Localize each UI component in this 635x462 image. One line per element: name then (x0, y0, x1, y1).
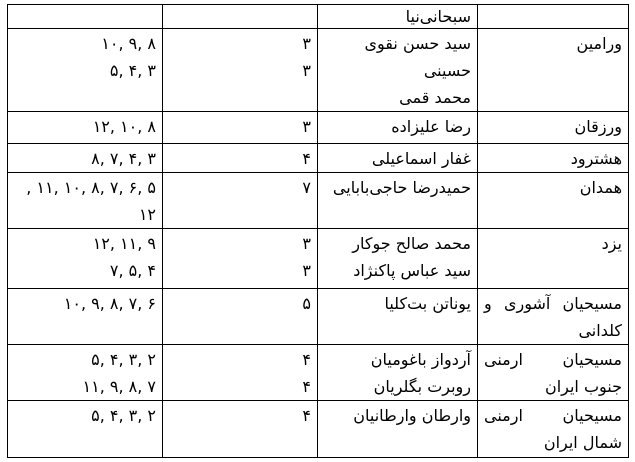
count-value: ۳ (302, 61, 311, 80)
table-row: ورامین سید حسن نقوی حسینی محمد قمی ۳ ۳ ۱… (7, 28, 629, 112)
person-name: محمد صالح جوکار (352, 234, 471, 253)
region-cell: یزد (477, 228, 629, 289)
table-row: سبحانی‌نیا (7, 4, 629, 29)
table-row: یزد محمد صالح جوکار سید عباس پاکنژاد ۳ ۳… (7, 228, 629, 289)
region-cell: همدان (477, 172, 629, 229)
session-line: ۱۰, ۹, ۸, ۷, ۶ (63, 294, 156, 313)
region-line: شمال ایران (543, 433, 622, 452)
sessions-cell: ۸, ۷, ۴, ۳ (7, 143, 163, 173)
mps-table: سبحانی‌نیا ورامین سید حسن نقوی حسینی محم… (7, 4, 629, 458)
count-cell: ۳ (162, 111, 318, 144)
count-value: ۳ (302, 234, 311, 253)
count-cell: ۴ ۴ (162, 344, 318, 401)
table-row: مسیحیان ارمنی جنوب ایران آردواز باغومیان… (7, 344, 629, 401)
sessions-cell: ۵, ۴, ۳, ۲ ۱۱, ۹, ۸, ۷ (7, 344, 163, 401)
table-row: همدان حمیدرضا حاجی‌بابایی ۷ , ۱۱, ۱۰, ۸,… (7, 172, 629, 229)
person-name: حمیدرضا حاجی‌بابایی (332, 178, 471, 197)
session-line: ۱۱, ۹, ۸, ۷ (82, 377, 156, 396)
region-line: ورامین (576, 34, 622, 53)
count-cell: ۴ (162, 400, 318, 458)
session-line: ۱۲, ۱۱, ۹ (92, 234, 156, 253)
session-line: ۱۰, ۹, ۸ (101, 34, 156, 53)
person-name: وارطان وارطانیان (353, 406, 471, 425)
count-cell: ۳ ۳ (162, 28, 318, 112)
count-value: ۴ (302, 149, 311, 168)
region-line: یزد (601, 234, 622, 253)
name-cell: سبحانی‌نیا (317, 4, 478, 29)
sessions-cell: ۱۲, ۱۰, ۸ (7, 111, 163, 144)
region-cell: هشترود (477, 143, 629, 173)
sessions-cell: ۵, ۴, ۳, ۲ (7, 400, 163, 458)
region-line: جنوب ایران (544, 377, 622, 396)
person-name: غفار اسماعیلی (371, 149, 471, 168)
count-value: ۵ (302, 294, 311, 313)
count-cell: ۴ (162, 143, 318, 173)
count-cell (162, 4, 318, 29)
name-cell: حمیدرضا حاجی‌بابایی (317, 172, 478, 229)
count-cell: ۷ (162, 172, 318, 229)
table-row: مسیحیان ارمنی شمال ایران وارطان وارطانیا… (7, 400, 629, 458)
session-line: ۵, ۴, ۳ (109, 61, 156, 80)
region-line: کلدانی (578, 321, 622, 340)
region-cell: ورامین (477, 28, 629, 112)
name-cell: غفار اسماعیلی (317, 143, 478, 173)
session-line: , ۱۱, ۱۰, ۸, ۷, ۶, ۵ (26, 178, 156, 197)
name-cell: سید حسن نقوی حسینی محمد قمی (317, 28, 478, 112)
session-line: ۷, ۵, ۴ (109, 261, 156, 280)
region-cell: مسیحیان ارمنی شمال ایران (477, 400, 629, 458)
name-cell: آردواز باغومیان روبرت بگلریان (317, 344, 478, 401)
region-line: هشترود (570, 149, 622, 168)
count-cell: ۵ (162, 288, 318, 345)
region-line: مسیحیان آشوری و (484, 294, 622, 313)
person-name: سید حسن نقوی حسینی (364, 34, 471, 80)
count-value: ۴ (302, 377, 311, 396)
count-value: ۳ (302, 261, 311, 280)
person-name: سید عباس پاکنژاد (353, 261, 471, 280)
table-row: مسیحیان آشوری و کلدانی یوناتن بت‌کلیا ۵ … (7, 288, 629, 345)
session-line: ۵, ۴, ۳, ۲ (91, 350, 156, 369)
session-line: ۱۲ (138, 205, 156, 224)
person-name: رضا علیزاده (391, 117, 471, 136)
person-name: یوناتن بت‌کلیا (384, 294, 471, 313)
region-line: همدان (579, 178, 622, 197)
person-name: محمد قمی (399, 88, 471, 107)
sessions-cell: ۱۰, ۹, ۸, ۷, ۶ (7, 288, 163, 345)
count-value: ۳ (302, 34, 311, 53)
count-cell: ۳ ۳ (162, 228, 318, 289)
name-cell: رضا علیزاده (317, 111, 478, 144)
region-cell (477, 4, 629, 29)
name-cell: محمد صالح جوکار سید عباس پاکنژاد (317, 228, 478, 289)
region-cell: مسیحیان ارمنی جنوب ایران (477, 344, 629, 401)
person-name: سبحانی‌نیا (405, 7, 471, 26)
person-name: روبرت بگلریان (373, 377, 471, 396)
table-row: ورزقان رضا علیزاده ۳ ۱۲, ۱۰, ۸ (7, 111, 629, 144)
session-line: ۱۲, ۱۰, ۸ (92, 117, 156, 136)
session-line: ۵, ۴, ۳, ۲ (91, 406, 156, 425)
name-cell: یوناتن بت‌کلیا (317, 288, 478, 345)
session-line: ۸, ۷, ۴, ۳ (91, 149, 156, 168)
count-value: ۷ (302, 178, 311, 197)
region-cell: مسیحیان آشوری و کلدانی (477, 288, 629, 345)
region-line: مسیحیان ارمنی (484, 350, 622, 369)
region-cell: ورزقان (477, 111, 629, 144)
count-value: ۴ (302, 350, 311, 369)
count-value: ۳ (302, 117, 311, 136)
table-row: هشترود غفار اسماعیلی ۴ ۸, ۷, ۴, ۳ (7, 143, 629, 173)
sessions-cell: , ۱۱, ۱۰, ۸, ۷, ۶, ۵ ۱۲ (7, 172, 163, 229)
sessions-cell: ۱۲, ۱۱, ۹ ۷, ۵, ۴ (7, 228, 163, 289)
count-value: ۴ (302, 406, 311, 425)
region-line: مسیحیان ارمنی (484, 406, 622, 425)
sessions-cell: ۱۰, ۹, ۸ ۵, ۴, ۳ (7, 28, 163, 112)
person-name: آردواز باغومیان (370, 350, 471, 369)
name-cell: وارطان وارطانیان (317, 400, 478, 458)
sessions-cell (7, 4, 163, 29)
region-line: ورزقان (574, 117, 622, 136)
